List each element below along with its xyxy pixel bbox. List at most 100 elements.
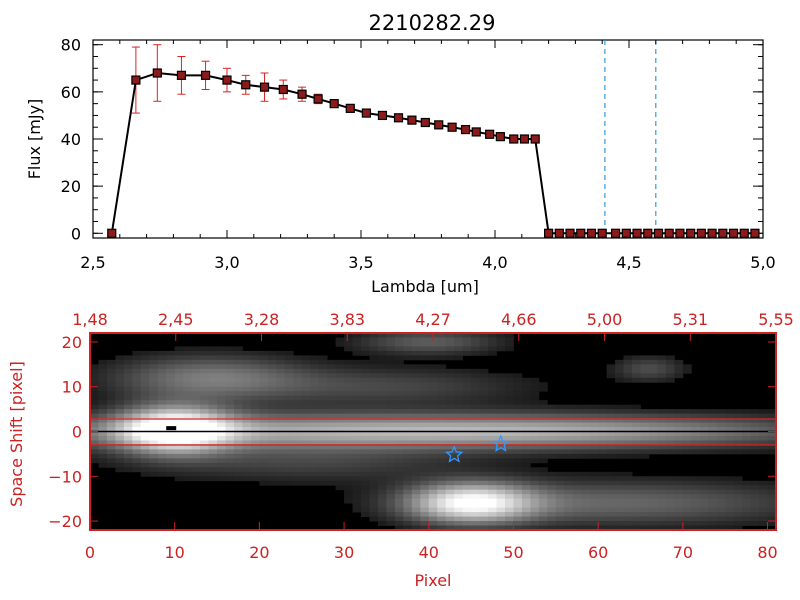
image-pixel <box>471 373 480 379</box>
image-pixel <box>428 427 438 432</box>
image-pixel <box>428 431 438 437</box>
image-pixel <box>615 435 624 441</box>
image-pixel <box>352 471 362 477</box>
image-pixel <box>437 503 447 509</box>
image-pixel <box>657 359 667 365</box>
image-pixel <box>403 453 413 459</box>
image-pixel <box>115 453 125 459</box>
image-pixel <box>742 435 751 441</box>
image-pixel <box>225 355 235 361</box>
image-pixel <box>386 489 396 495</box>
image-pixel <box>640 427 650 432</box>
image-pixel <box>589 444 599 450</box>
image-pixel <box>513 507 523 513</box>
image-pixel <box>369 503 379 509</box>
image-pixel <box>640 525 650 531</box>
image-pixel <box>657 449 667 455</box>
image-pixel <box>233 476 243 482</box>
image-pixel <box>174 440 184 446</box>
image-pixel <box>420 427 430 432</box>
image-pixel <box>623 476 633 482</box>
image-pixel <box>589 404 599 410</box>
image-pixel <box>217 471 226 477</box>
image-pixel <box>555 521 565 526</box>
image-pixel <box>335 382 345 388</box>
image-pixel <box>411 494 421 500</box>
image-pixel <box>301 386 311 392</box>
image-pixel <box>352 400 362 406</box>
image-pixel <box>530 485 540 491</box>
image-pixel <box>657 355 667 361</box>
image-pixel <box>352 391 362 397</box>
image-pixel <box>403 350 413 356</box>
image-pixel <box>157 382 167 388</box>
image-pixel <box>403 467 413 473</box>
image-pixel <box>632 355 641 361</box>
image-pixel <box>572 521 582 526</box>
image-pixel <box>259 400 269 406</box>
image-pixel <box>191 386 201 392</box>
image-pixel <box>318 427 328 432</box>
image-pixel <box>183 476 193 482</box>
image-pixel <box>674 521 684 526</box>
image-pixel <box>623 418 633 423</box>
image-pixel <box>471 391 480 397</box>
image-pixel <box>335 480 345 486</box>
image-pixel <box>217 462 226 468</box>
image-pixel <box>352 431 362 437</box>
image-pixel <box>496 373 506 379</box>
image-pixel <box>140 377 150 383</box>
image-pixel <box>691 494 701 500</box>
image-pixel <box>665 512 675 517</box>
image-pixel <box>411 525 421 531</box>
image-pixel <box>606 453 616 459</box>
image-pixel <box>437 453 447 459</box>
image-pixel <box>301 480 311 486</box>
image-pixel <box>377 404 387 410</box>
image-pixel <box>233 364 243 370</box>
image-pixel <box>716 435 726 441</box>
image-pixel <box>327 395 337 401</box>
image-pixel <box>259 364 269 370</box>
image-pixel <box>479 333 489 338</box>
source-star-markers <box>445 434 511 463</box>
image-pixel <box>725 476 735 482</box>
image-pixel <box>615 507 624 513</box>
image-pixel <box>454 503 464 509</box>
image-pixel <box>259 413 269 419</box>
image-pixel <box>428 395 438 401</box>
image-pixel <box>674 440 684 446</box>
image-pixel <box>581 516 591 522</box>
image-pixel <box>233 395 243 401</box>
image-pixel <box>471 422 480 428</box>
image-pixel <box>301 395 311 401</box>
image-pixel <box>369 409 379 414</box>
image-pixel <box>657 489 667 495</box>
image-pixel <box>267 462 277 468</box>
image-pixel <box>462 418 472 423</box>
image-pixel <box>344 395 353 401</box>
image-pixel <box>411 431 421 437</box>
image-pixel <box>462 458 472 464</box>
image-pixel <box>217 377 226 383</box>
image-pixel <box>648 507 658 513</box>
image-pixel <box>530 435 540 441</box>
image-pixel <box>648 368 658 374</box>
image-pixel <box>377 512 387 517</box>
image-pixel <box>327 386 337 392</box>
image-pixel <box>581 471 591 477</box>
image-pixel <box>166 404 176 410</box>
image-pixel <box>767 435 777 441</box>
image-pixel <box>674 364 684 370</box>
image-pixel <box>513 516 523 522</box>
image-pixel <box>174 364 184 370</box>
image-pixel <box>335 458 345 464</box>
image-pixel <box>166 453 176 459</box>
image-pixel <box>454 395 464 401</box>
image-pixel <box>259 377 269 383</box>
image-pixel <box>648 409 658 414</box>
image-pixel <box>301 391 311 397</box>
image-pixel <box>386 503 396 509</box>
image-pixel <box>750 413 760 419</box>
image-pixel <box>759 435 768 441</box>
